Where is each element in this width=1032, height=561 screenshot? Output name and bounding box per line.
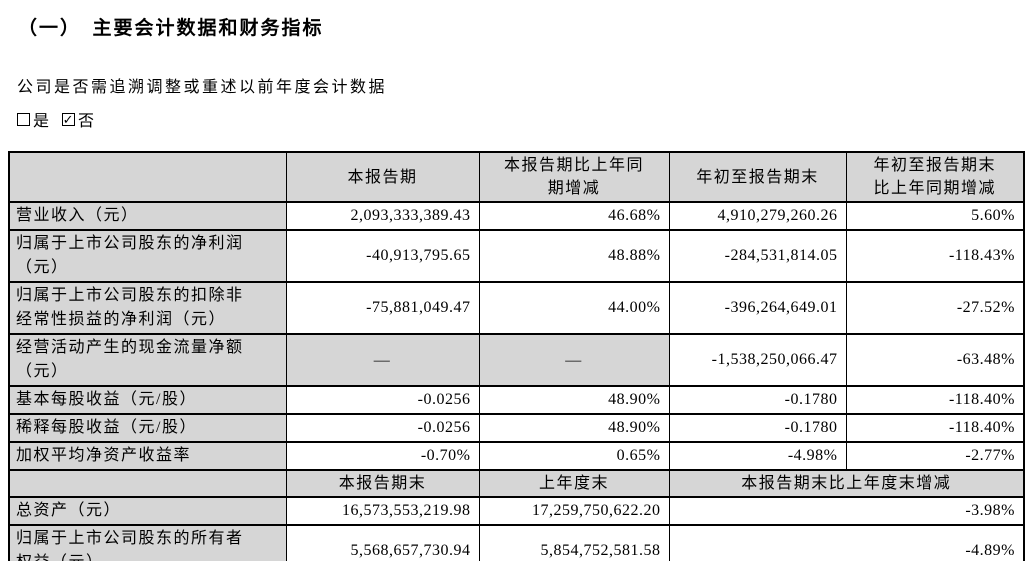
cell-current-period-yoy-change: 48.90% — [478, 385, 670, 415]
cell-year-to-date: -1,538,250,066.47 — [668, 333, 847, 387]
cell-year-to-date: 4,910,279,260.26 — [668, 201, 847, 231]
restatement-options: 是 ✓ 否 — [17, 107, 1032, 131]
cell-current-period-yoy-change: — — [478, 333, 670, 387]
cell-current-period: -0.0256 — [285, 413, 480, 443]
cell-period-end: 5,568,657,730.94 — [285, 524, 480, 561]
option-no-label: 否 — [78, 113, 96, 130]
page-title: （一） 主要会计数据和财务指标 — [18, 18, 324, 39]
option-no[interactable]: ✓ 否 — [62, 107, 95, 131]
cell-current-period: -0.70% — [285, 441, 480, 471]
cell-year-to-date-yoy-change: -118.40% — [845, 385, 1025, 415]
table-row: 稀释每股收益（元/股） -0.0256 48.90% -0.1780 -118.… — [8, 413, 1025, 443]
row-label: 营业收入（元） — [8, 201, 287, 231]
cell-prior-year-end: 17,259,750,622.20 — [478, 496, 670, 526]
header-current-period: 本报告期 — [285, 151, 480, 203]
cell-current-period-yoy-change: 0.65% — [478, 441, 670, 471]
header-blank — [8, 151, 287, 203]
checkbox-unchecked-icon[interactable] — [17, 112, 30, 126]
table-subheader-row: 本报告期末 上年度末 本报告期末比上年度末增减 — [8, 469, 1025, 498]
cell-year-to-date-yoy-change: -118.40% — [845, 413, 1025, 443]
cell-current-period-yoy-change: 48.88% — [478, 229, 670, 283]
subheader-period-end: 本报告期末 — [285, 469, 480, 498]
cell-period-end: 16,573,553,219.98 — [285, 496, 480, 526]
cell-current-period: -40,913,795.65 — [285, 229, 480, 283]
row-label: 经营活动产生的现金流量净额 （元） — [8, 333, 287, 387]
subheader-period-end-change: 本报告期末比上年度末增减 — [668, 469, 1025, 498]
cell-current-period-yoy-change: 44.00% — [478, 281, 670, 335]
row-label: 加权平均净资产收益率 — [8, 441, 287, 471]
row-label: 归属于上市公司股东的所有者 权益（元） — [8, 524, 287, 561]
cell-current-period: -75,881,049.47 — [285, 281, 480, 335]
checkbox-checked-icon[interactable]: ✓ — [62, 111, 76, 127]
cell-year-to-date-yoy-change: -27.52% — [845, 281, 1025, 335]
row-label: 总资产（元） — [8, 496, 287, 526]
cell-year-to-date-yoy-change: -2.77% — [845, 441, 1025, 471]
cell-year-to-date: -4.98% — [668, 441, 847, 471]
row-label: 基本每股收益（元/股） — [8, 385, 287, 415]
cell-year-to-date-yoy-change: -118.43% — [845, 229, 1025, 283]
table-row: 归属于上市公司股东的所有者 权益（元） 5,568,657,730.94 5,8… — [8, 524, 1025, 561]
cell-period-end-change: -3.98% — [668, 496, 1025, 526]
row-label: 归属于上市公司股东的扣除非 经常性损益的净利润（元） — [8, 281, 287, 335]
cell-year-to-date: -0.1780 — [668, 413, 847, 443]
cell-current-period: 2,093,333,389.43 — [285, 201, 480, 231]
row-label: 稀释每股收益（元/股） — [8, 413, 287, 443]
restatement-question: 公司是否需追溯调整或重述以前年度会计数据 — [17, 79, 388, 96]
subheader-prior-year-end: 上年度末 — [478, 469, 670, 498]
row-label: 归属于上市公司股东的净利润 （元） — [8, 229, 287, 283]
cell-current-period-yoy-change: 46.68% — [478, 201, 670, 231]
table-row: 归属于上市公司股东的扣除非 经常性损益的净利润（元） -75,881,049.4… — [8, 281, 1025, 335]
cell-current-period-yoy-change: 48.90% — [478, 413, 670, 443]
table-row: 经营活动产生的现金流量净额 （元） — — -1,538,250,066.47 … — [8, 333, 1025, 387]
cell-year-to-date: -0.1780 — [668, 385, 847, 415]
table-row: 加权平均净资产收益率 -0.70% 0.65% -4.98% -2.77% — [8, 441, 1025, 471]
financial-indicators-table: 本报告期 本报告期比上年同 期增减 年初至报告期末 年初至报告期末 比上年同期增… — [8, 151, 1025, 561]
cell-current-period: -0.0256 — [285, 385, 480, 415]
option-yes-label: 是 — [33, 113, 51, 130]
header-year-to-date-yoy-change: 年初至报告期末 比上年同期增减 — [845, 151, 1025, 203]
table-row: 总资产（元） 16,573,553,219.98 17,259,750,622.… — [8, 496, 1025, 526]
cell-year-to-date: -284,531,814.05 — [668, 229, 847, 283]
table-row: 营业收入（元） 2,093,333,389.43 46.68% 4,910,27… — [8, 201, 1025, 231]
cell-year-to-date-yoy-change: 5.60% — [845, 201, 1025, 231]
table-row: 归属于上市公司股东的净利润 （元） -40,913,795.65 48.88% … — [8, 229, 1025, 283]
table-row: 基本每股收益（元/股） -0.0256 48.90% -0.1780 -118.… — [8, 385, 1025, 415]
table-header-row: 本报告期 本报告期比上年同 期增减 年初至报告期末 年初至报告期末 比上年同期增… — [8, 151, 1025, 203]
option-yes[interactable]: 是 — [17, 107, 50, 131]
header-current-period-yoy-change: 本报告期比上年同 期增减 — [478, 151, 670, 203]
cell-period-end-change: -4.89% — [668, 524, 1025, 561]
subheader-blank — [8, 469, 287, 498]
cell-year-to-date-yoy-change: -63.48% — [845, 333, 1025, 387]
cell-current-period: — — [285, 333, 480, 387]
header-year-to-date: 年初至报告期末 — [668, 151, 847, 203]
cell-prior-year-end: 5,854,752,581.58 — [478, 524, 670, 561]
cell-year-to-date: -396,264,649.01 — [668, 281, 847, 335]
